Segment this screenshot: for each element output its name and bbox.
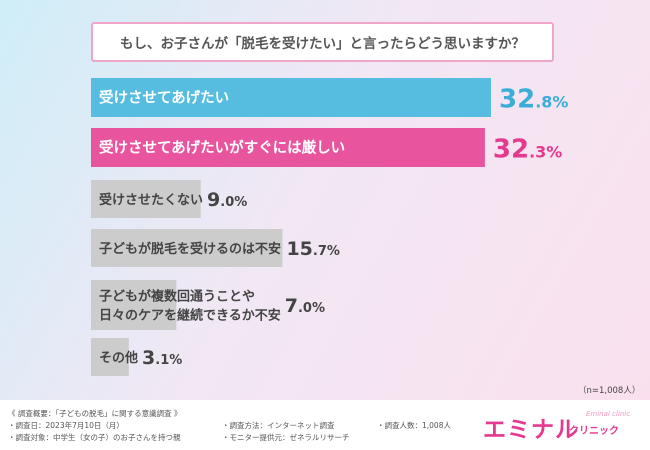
category-label-0: 受けさせてあげたい bbox=[99, 89, 229, 107]
survey-method: ・調査方法：インターネット調査 bbox=[222, 421, 335, 430]
bar-4 bbox=[91, 280, 177, 330]
category-label-1: 受けさせてあげたいがすぐには厳しい bbox=[99, 139, 345, 157]
question-title: もし、お子さんが「脱毛を受けたい」と言ったらどう思いますか？ bbox=[91, 22, 554, 62]
survey-date: ・調査日：2023年7月10日（月） bbox=[8, 421, 124, 430]
category-label-4: 子どもが複数回通うことや日々のケアを継続できるか不安 bbox=[99, 289, 281, 324]
value-label-2: 9.0% bbox=[207, 189, 247, 211]
value-label-5: 3.1% bbox=[142, 347, 182, 369]
survey-count: ・調査人数：1,008人 bbox=[377, 421, 451, 430]
category-label-5: その他 bbox=[99, 350, 138, 366]
bar-5 bbox=[91, 338, 129, 376]
survey-target: ・調査対象：中学生（女の子）のお子さんを持つ親 bbox=[8, 433, 181, 442]
value-label-4: 7.0% bbox=[285, 295, 325, 317]
category-label-2: 受けさせたくない bbox=[99, 192, 203, 208]
logo-english: Eminal clinic bbox=[586, 410, 631, 418]
value-label-1: 32.3% bbox=[493, 135, 562, 165]
survey-heading: 《 調査概要：「子どもの脱毛」に関する意識調査 》 bbox=[8, 409, 182, 418]
bar-1 bbox=[91, 128, 485, 167]
sample-size: （n=1,008人） bbox=[578, 386, 641, 396]
logo-main: エミナル bbox=[483, 417, 579, 443]
logo-sub: クリニック bbox=[569, 426, 619, 437]
value-label-3: 15.7% bbox=[286, 238, 339, 260]
bar-3 bbox=[91, 229, 283, 267]
value-label-0: 32.8% bbox=[499, 85, 568, 115]
survey-provider: ・モニター提供元：ゼネラルリサーチ bbox=[222, 433, 350, 442]
bar-0 bbox=[91, 78, 491, 117]
bar-2 bbox=[91, 180, 201, 218]
footer: 《 調査概要：「子どもの脱毛」に関する意識調査 》 ・調査日：2023年7月10… bbox=[0, 400, 650, 450]
category-label-3: 子どもが脱毛を受けるのは不安 bbox=[99, 241, 281, 257]
